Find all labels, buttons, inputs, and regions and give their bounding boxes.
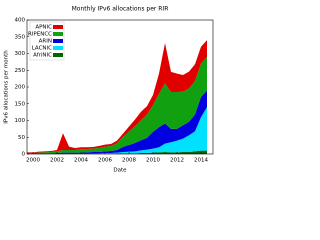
chart: Monthly IPv6 allocations per RIR Date IP… — [4, 6, 214, 174]
chart-title: Monthly IPv6 allocations per RIR — [72, 6, 169, 13]
x-tick-label: 2008 — [122, 158, 136, 164]
y-tick-label: 0 — [22, 152, 26, 158]
area — [27, 40, 207, 153]
x-tick-label: 2004 — [74, 158, 88, 164]
y-tick-label: 250 — [15, 68, 26, 74]
x-tick-label: 2012 — [170, 158, 184, 164]
legend-swatch — [53, 32, 63, 36]
area — [27, 150, 207, 154]
x-tick-label: 2000 — [26, 158, 40, 164]
y-tick-label: 50 — [18, 135, 25, 141]
y-tick-label: 400 — [15, 18, 26, 24]
x-tick-label: 2014 — [194, 158, 208, 164]
area — [27, 56, 207, 154]
area — [27, 107, 207, 154]
legend-label: RIPENCC — [28, 32, 52, 38]
y-tick-label: 100 — [15, 118, 26, 124]
y-tick-label: 350 — [15, 34, 26, 40]
plot-frame — [26, 19, 214, 155]
x-axis-label: Date — [113, 168, 127, 174]
x-tick-label: 2002 — [50, 158, 64, 164]
y-tick-label: 300 — [15, 51, 26, 57]
legend-label: APNIC — [35, 25, 52, 31]
legend-swatch — [53, 25, 63, 29]
y-tick-label: 200 — [15, 85, 26, 91]
legend-label: ARIN — [39, 39, 52, 45]
x-tick-label: 2010 — [146, 158, 160, 164]
x-tick-label: 2006 — [98, 158, 112, 164]
legend-swatch — [53, 53, 63, 57]
y-tick-label: 150 — [15, 101, 26, 107]
area — [27, 90, 207, 154]
legend-label: AfriNIC — [33, 53, 52, 59]
legend-swatch — [53, 39, 63, 43]
legend-label: LACNIC — [32, 46, 52, 52]
y-axis-label: IPv6 allocations per month — [4, 50, 10, 124]
legend-swatch — [53, 46, 63, 50]
